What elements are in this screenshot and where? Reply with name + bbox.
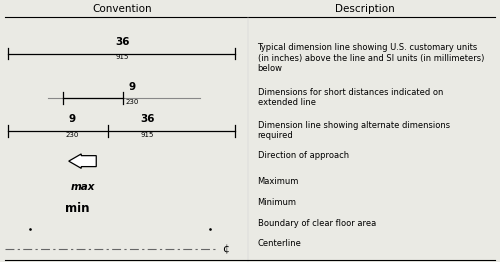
Text: 915: 915 xyxy=(116,54,129,61)
Text: 36: 36 xyxy=(115,37,130,47)
Text: 9: 9 xyxy=(129,82,136,92)
Text: Direction of approach: Direction of approach xyxy=(258,151,348,160)
Polygon shape xyxy=(69,154,96,168)
Text: Centerline: Centerline xyxy=(258,239,302,248)
Text: 230: 230 xyxy=(66,132,79,138)
Text: Dimension line showing alternate dimensions
required: Dimension line showing alternate dimensi… xyxy=(258,121,450,140)
Text: 9: 9 xyxy=(69,114,76,124)
Text: 915: 915 xyxy=(141,132,154,138)
Text: Description: Description xyxy=(335,4,395,14)
Text: Boundary of clear floor area: Boundary of clear floor area xyxy=(258,219,376,228)
Text: 230: 230 xyxy=(126,99,139,105)
Text: Convention: Convention xyxy=(92,4,152,14)
Text: max: max xyxy=(70,182,95,192)
Text: Minimum: Minimum xyxy=(258,198,296,207)
Text: Maximum: Maximum xyxy=(258,177,299,186)
Text: Dimensions for short distances indicated on
extended line: Dimensions for short distances indicated… xyxy=(258,88,443,107)
Text: 36: 36 xyxy=(140,114,155,124)
Text: min: min xyxy=(65,202,90,215)
Text: Typical dimension line showing U.S. customary units
(in inches) above the line a: Typical dimension line showing U.S. cust… xyxy=(258,43,484,73)
Text: ¢: ¢ xyxy=(222,244,230,254)
